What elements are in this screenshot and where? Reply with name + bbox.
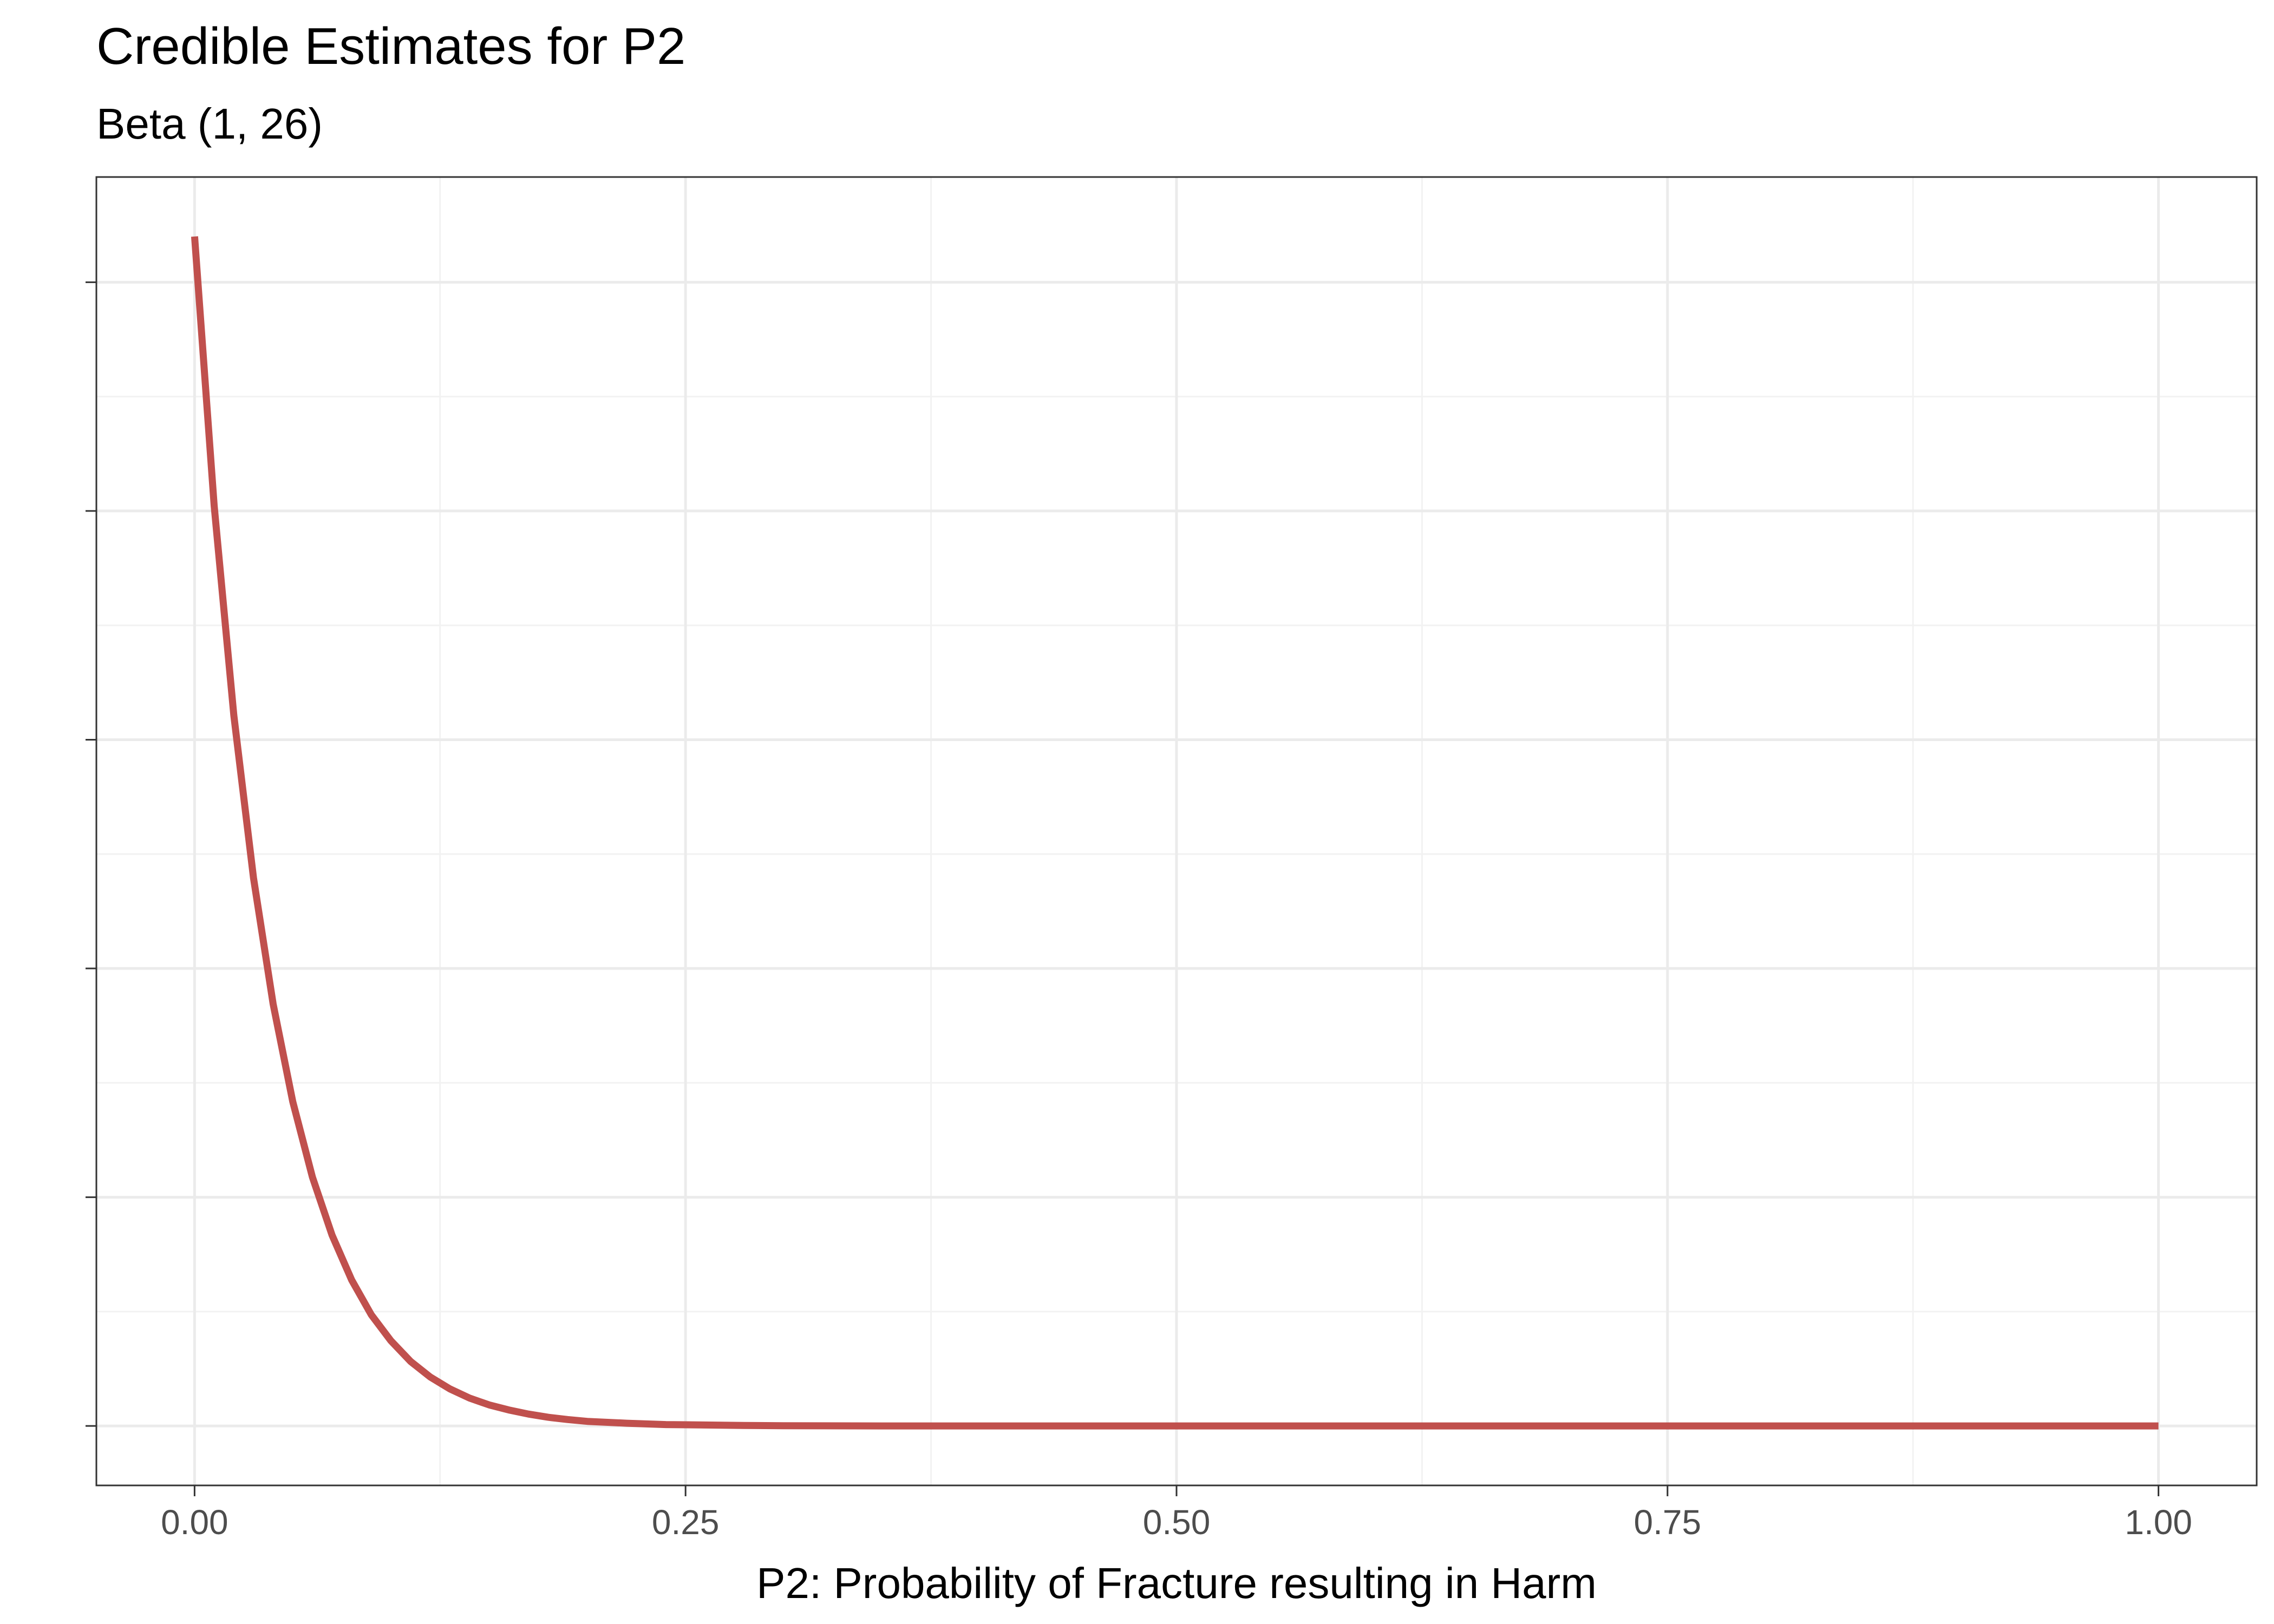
x-tick-label: 0.00 <box>161 1503 228 1542</box>
grid-lines <box>96 177 2257 1485</box>
x-axis: 0.00 0.25 0.50 0.75 1.00 <box>86 281 2192 1542</box>
x-tick-label: 0.25 <box>652 1503 720 1542</box>
density-line-series-0 <box>191 236 2159 1430</box>
chart-subtitle: Beta (1, 26) <box>96 100 323 148</box>
plot-series <box>191 236 2159 1430</box>
x-tick-label: 0.75 <box>1634 1503 1702 1542</box>
x-tick-label: 0.50 <box>1143 1503 1211 1542</box>
x-tick-label: 1.00 <box>2125 1503 2192 1542</box>
x-axis-title: P2: Probability of Fracture resulting in… <box>756 1559 1597 1607</box>
chart-title: Credible Estimates for P2 <box>96 17 685 75</box>
